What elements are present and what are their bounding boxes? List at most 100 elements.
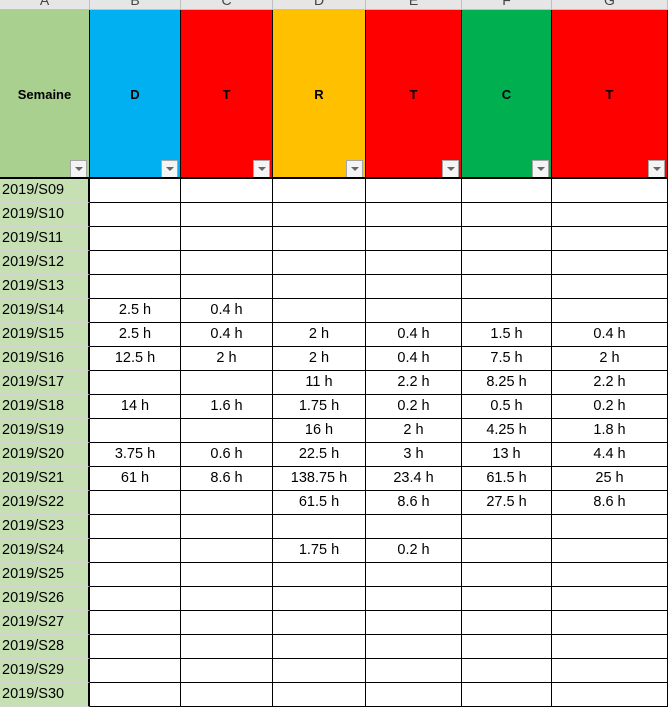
hours-cell[interactable]: 2 h xyxy=(273,347,366,371)
hours-cell[interactable] xyxy=(552,515,668,539)
hours-cell[interactable]: 3 h xyxy=(366,443,462,467)
hours-cell[interactable] xyxy=(90,491,181,515)
hours-cell[interactable]: 0.5 h xyxy=(462,395,552,419)
column-header-E[interactable]: E xyxy=(366,0,462,10)
hours-cell[interactable] xyxy=(273,251,366,275)
hours-cell[interactable] xyxy=(181,611,273,635)
hours-cell[interactable] xyxy=(181,635,273,659)
week-cell[interactable]: 2019/S28 xyxy=(0,635,90,659)
column-header-B[interactable]: B xyxy=(90,0,181,10)
hours-cell[interactable] xyxy=(366,683,462,707)
week-cell[interactable]: 2019/S27 xyxy=(0,611,90,635)
week-cell[interactable]: 2019/S25 xyxy=(0,563,90,587)
hours-cell[interactable] xyxy=(273,659,366,683)
hours-cell[interactable] xyxy=(366,587,462,611)
week-cell[interactable]: 2019/S12 xyxy=(0,251,90,275)
hours-cell[interactable] xyxy=(273,275,366,299)
filter-dropdown-icon[interactable] xyxy=(532,160,549,178)
hours-cell[interactable] xyxy=(181,371,273,395)
hours-cell[interactable]: 2 h xyxy=(273,323,366,347)
hours-cell[interactable] xyxy=(366,251,462,275)
hours-cell[interactable]: 8.6 h xyxy=(181,467,273,491)
hours-cell[interactable]: 0.4 h xyxy=(181,323,273,347)
hours-cell[interactable] xyxy=(552,659,668,683)
hours-cell[interactable]: 3.75 h xyxy=(90,443,181,467)
hours-cell[interactable] xyxy=(366,635,462,659)
column-header-D[interactable]: D xyxy=(273,0,366,10)
filter-dropdown-icon[interactable] xyxy=(161,160,178,178)
hours-cell[interactable] xyxy=(366,563,462,587)
hours-cell[interactable] xyxy=(181,179,273,203)
hours-cell[interactable] xyxy=(273,203,366,227)
hours-cell[interactable]: 8.6 h xyxy=(552,491,668,515)
hours-cell[interactable]: 0.2 h xyxy=(366,395,462,419)
hours-cell[interactable] xyxy=(552,251,668,275)
hours-cell[interactable] xyxy=(552,611,668,635)
week-cell[interactable]: 2019/S18 xyxy=(0,395,90,419)
hours-cell[interactable] xyxy=(552,587,668,611)
filter-dropdown-icon[interactable] xyxy=(442,160,459,178)
week-cell[interactable]: 2019/S10 xyxy=(0,203,90,227)
hours-cell[interactable] xyxy=(552,275,668,299)
hours-cell[interactable]: 0.2 h xyxy=(552,395,668,419)
hours-cell[interactable] xyxy=(181,251,273,275)
hours-cell[interactable] xyxy=(181,419,273,443)
hours-cell[interactable]: 0.4 h xyxy=(366,347,462,371)
hours-cell[interactable]: 12.5 h xyxy=(90,347,181,371)
hours-cell[interactable]: 2.2 h xyxy=(552,371,668,395)
week-cell[interactable]: 2019/S16 xyxy=(0,347,90,371)
hours-cell[interactable]: 4.4 h xyxy=(552,443,668,467)
hours-cell[interactable] xyxy=(366,515,462,539)
hours-cell[interactable] xyxy=(181,275,273,299)
hours-cell[interactable] xyxy=(90,251,181,275)
hours-cell[interactable]: 2.5 h xyxy=(90,323,181,347)
filter-dropdown-icon[interactable] xyxy=(253,160,270,178)
hours-cell[interactable] xyxy=(552,179,668,203)
hours-cell[interactable] xyxy=(181,659,273,683)
hours-cell[interactable]: 1.75 h xyxy=(273,539,366,563)
hours-cell[interactable] xyxy=(366,227,462,251)
hours-cell[interactable] xyxy=(90,371,181,395)
hours-cell[interactable] xyxy=(181,539,273,563)
hours-cell[interactable] xyxy=(462,563,552,587)
hours-cell[interactable] xyxy=(90,179,181,203)
hours-cell[interactable]: 1.6 h xyxy=(181,395,273,419)
hours-cell[interactable] xyxy=(462,179,552,203)
hours-cell[interactable] xyxy=(90,227,181,251)
hours-cell[interactable] xyxy=(90,635,181,659)
hours-cell[interactable] xyxy=(462,683,552,707)
hours-cell[interactable]: 0.4 h xyxy=(366,323,462,347)
week-cell[interactable]: 2019/S20 xyxy=(0,443,90,467)
week-cell[interactable]: 2019/S13 xyxy=(0,275,90,299)
week-cell[interactable]: 2019/S15 xyxy=(0,323,90,347)
hours-cell[interactable] xyxy=(181,515,273,539)
hours-cell[interactable]: 0.2 h xyxy=(366,539,462,563)
week-cell[interactable]: 2019/S21 xyxy=(0,467,90,491)
hours-cell[interactable] xyxy=(273,611,366,635)
hours-cell[interactable] xyxy=(366,203,462,227)
week-cell[interactable]: 2019/S23 xyxy=(0,515,90,539)
hours-cell[interactable] xyxy=(552,539,668,563)
hours-cell[interactable] xyxy=(90,275,181,299)
hours-cell[interactable] xyxy=(181,683,273,707)
hours-cell[interactable] xyxy=(90,563,181,587)
hours-cell[interactable] xyxy=(462,299,552,323)
filter-dropdown-icon[interactable] xyxy=(346,160,363,178)
hours-cell[interactable] xyxy=(181,563,273,587)
hours-cell[interactable]: 61 h xyxy=(90,467,181,491)
hours-cell[interactable] xyxy=(90,587,181,611)
hours-cell[interactable] xyxy=(90,539,181,563)
column-header-F[interactable]: F xyxy=(462,0,552,10)
hours-cell[interactable]: 2.2 h xyxy=(366,371,462,395)
week-cell[interactable]: 2019/S30 xyxy=(0,683,90,707)
hours-cell[interactable] xyxy=(462,539,552,563)
hours-cell[interactable]: 2 h xyxy=(552,347,668,371)
hours-cell[interactable]: 16 h xyxy=(273,419,366,443)
hours-cell[interactable] xyxy=(181,227,273,251)
hours-cell[interactable]: 1.5 h xyxy=(462,323,552,347)
week-cell[interactable]: 2019/S17 xyxy=(0,371,90,395)
hours-cell[interactable]: 13 h xyxy=(462,443,552,467)
hours-cell[interactable] xyxy=(273,587,366,611)
hours-cell[interactable]: 0.4 h xyxy=(181,299,273,323)
week-cell[interactable]: 2019/S11 xyxy=(0,227,90,251)
